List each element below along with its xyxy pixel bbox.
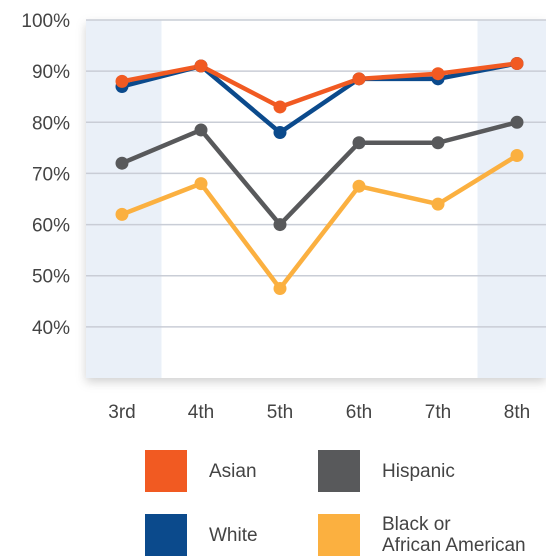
legend-swatch-white: [145, 514, 187, 556]
x-tick-label: 8th: [504, 402, 530, 423]
legend: Asian Hispanic White Black or African Am…: [0, 440, 546, 560]
data-point-asian: [273, 100, 287, 114]
data-point-asian: [431, 67, 445, 81]
y-tick-label: 50%: [32, 267, 70, 288]
data-point-hispanic: [194, 123, 208, 137]
data-point-hispanic: [115, 156, 129, 170]
x-tick-label: 4th: [188, 402, 214, 423]
x-tick-label: 3rd: [108, 402, 135, 423]
y-tick-label: 60%: [32, 216, 70, 237]
legend-item-asian: Asian: [145, 450, 379, 492]
x-tick-label: 7th: [425, 402, 451, 423]
data-point-hispanic: [352, 136, 366, 150]
legend-item-white: White: [145, 514, 379, 556]
x-tick-label: 5th: [267, 402, 293, 423]
y-tick-label: 40%: [32, 318, 70, 339]
legend-swatch-hispanic: [318, 450, 360, 492]
legend-label-white: White: [209, 524, 258, 546]
data-point-asian: [352, 72, 366, 86]
line-chart: 40% 50% 60% 70% 80% 90% 100% 3rd 4th 5th 6th 7th 8t…: [21, 11, 546, 423]
x-tick-label: 6th: [346, 402, 372, 423]
highlight-band-8th: [477, 20, 546, 378]
legend-label-asian: Asian: [209, 460, 257, 482]
y-tick-label: 70%: [32, 164, 70, 185]
series-line-hispanic: [119, 120, 520, 227]
legend-item-black-or-african-american: Black or African American: [318, 514, 546, 556]
series-line-asian: [119, 61, 520, 110]
data-point-black-or-african-american: [273, 282, 287, 295]
legend-swatch-asian: [145, 450, 187, 492]
data-point-hispanic: [431, 136, 445, 150]
data-point-asian: [115, 74, 129, 88]
data-point-black-or-african-american: [352, 179, 366, 193]
data-point-black-or-african-american: [194, 177, 208, 191]
data-point-hispanic: [273, 218, 287, 232]
data-point-asian: [194, 59, 208, 73]
data-point-black-or-african-american: [510, 149, 524, 163]
y-tick-label: 100%: [21, 11, 70, 32]
legend-item-hispanic: Hispanic: [318, 450, 546, 492]
y-tick-label: 90%: [32, 62, 70, 83]
legend-label-black-or-african-american: Black or African American: [382, 514, 526, 556]
data-point-asian: [510, 56, 524, 70]
y-tick-label: 80%: [32, 113, 70, 134]
data-point-black-or-african-american: [115, 207, 129, 221]
data-point-white: [273, 126, 287, 140]
data-point-hispanic: [510, 115, 524, 129]
series-line-black-or-african-american: [119, 153, 520, 291]
legend-label-hispanic: Hispanic: [382, 460, 455, 482]
legend-swatch-black-or-african-american: [318, 514, 360, 556]
data-point-black-or-african-american: [431, 197, 445, 211]
